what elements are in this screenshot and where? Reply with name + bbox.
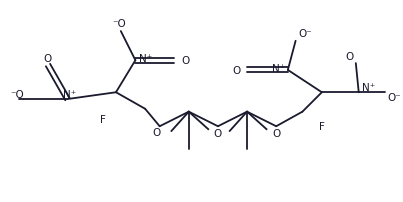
- Text: N⁺: N⁺: [63, 90, 76, 100]
- Text: O⁻: O⁻: [388, 93, 402, 103]
- Text: O: O: [232, 66, 240, 76]
- Text: O: O: [181, 56, 189, 66]
- Text: O: O: [214, 128, 222, 138]
- Text: F: F: [319, 122, 325, 132]
- Text: O⁻: O⁻: [299, 29, 312, 39]
- Text: N⁺: N⁺: [272, 64, 285, 74]
- Text: N⁺: N⁺: [139, 54, 152, 64]
- Text: O: O: [44, 54, 52, 64]
- Text: O: O: [153, 127, 161, 137]
- Text: O: O: [346, 52, 354, 62]
- Text: N⁺: N⁺: [361, 83, 375, 93]
- Text: O: O: [272, 128, 280, 138]
- Text: ⁻O: ⁻O: [112, 19, 126, 29]
- Text: F: F: [100, 115, 106, 125]
- Text: ⁻O: ⁻O: [10, 90, 24, 100]
